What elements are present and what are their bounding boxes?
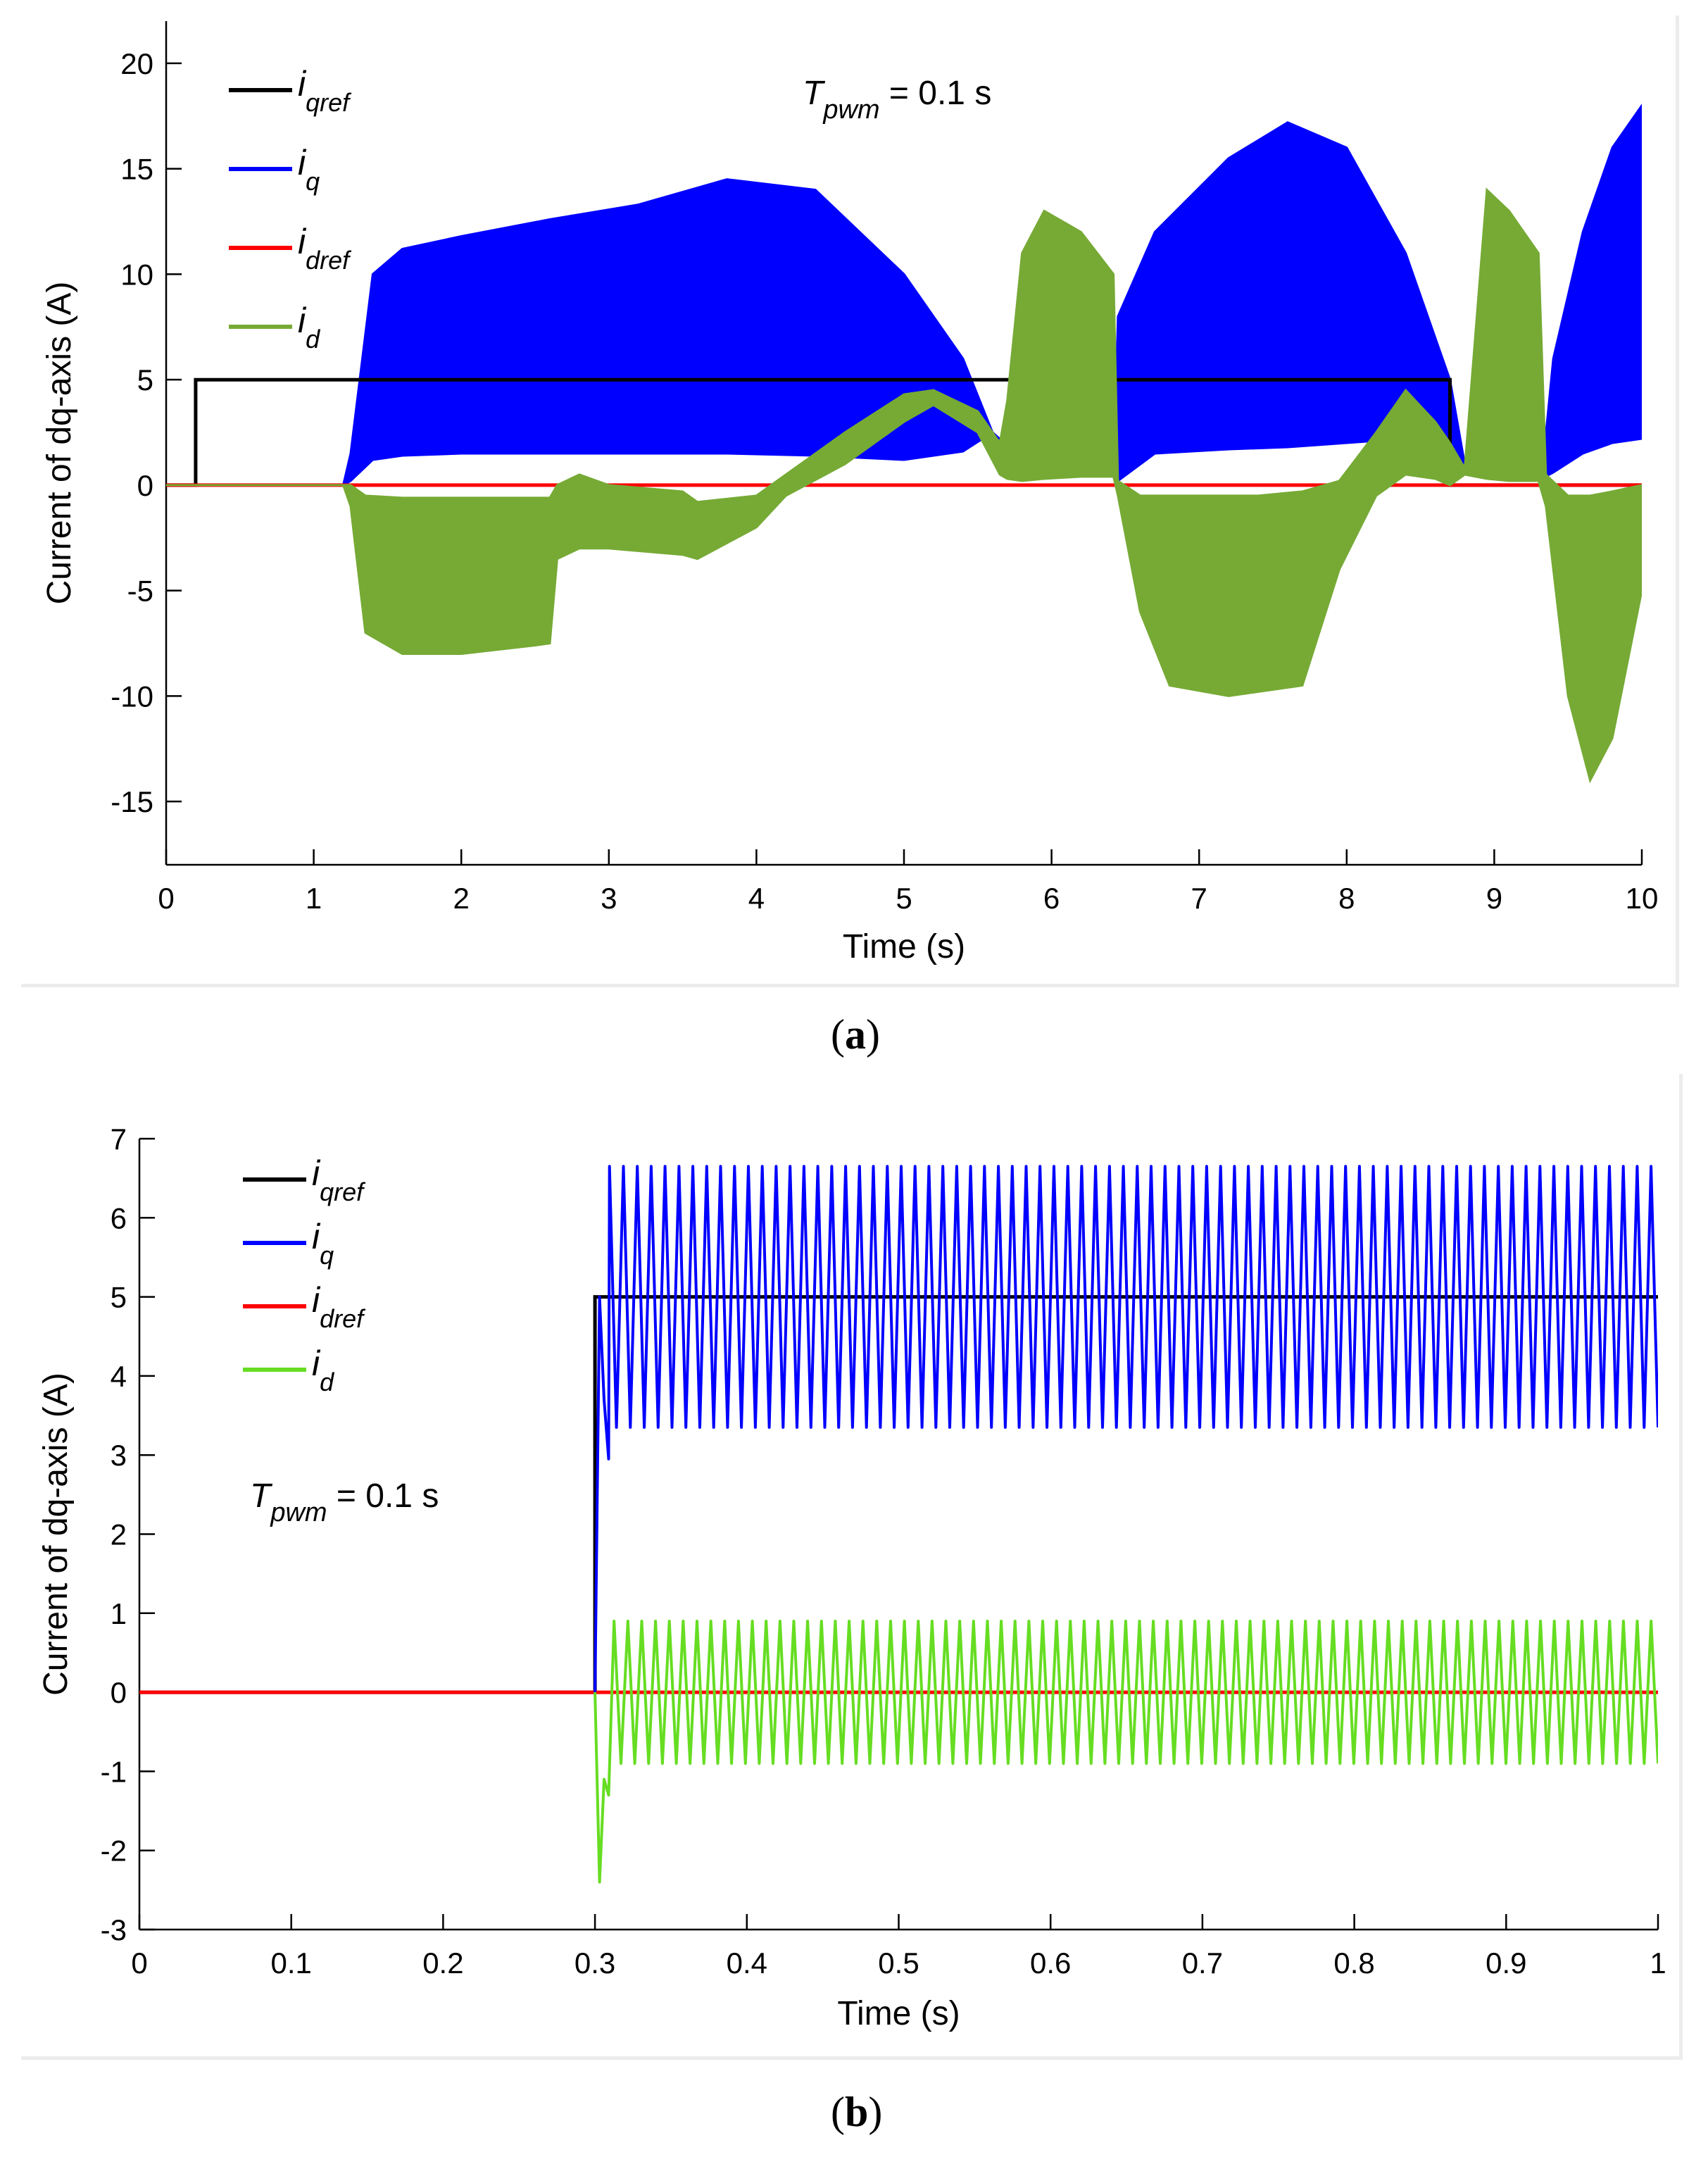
y-tick-label: 20 (120, 47, 153, 80)
y-axis-label: Current of dq-axis (A) (41, 282, 78, 605)
x-tick-label: 0.6 (1030, 1946, 1071, 1980)
x-tick-label: 4 (748, 882, 765, 915)
y-axis-label: Current of dq-axis (A) (37, 1373, 75, 1696)
legend-label-qref: iqref (312, 1153, 366, 1206)
x-tick-label: 3 (601, 882, 617, 915)
y-tick-label: 0 (111, 1676, 127, 1709)
y-tick-label: 4 (111, 1360, 127, 1393)
x-tick-label: 6 (1043, 882, 1060, 915)
x-tick-label: 10 (1626, 882, 1659, 915)
x-axis-label: Time (s) (837, 1995, 960, 2032)
y-tick-label: 10 (120, 258, 153, 291)
y-tick-label: -10 (111, 680, 153, 713)
x-tick-label: 0.3 (574, 1946, 615, 1980)
legend-label-qref: iqref (298, 64, 352, 117)
pwm-period-annotation: Tpwm = 0.1 s (250, 1477, 439, 1527)
legend-label-dref: idref (312, 1280, 366, 1333)
x-tick-label: 0 (158, 882, 174, 915)
x-tick-label: 0.4 (727, 1946, 767, 1980)
chart-a-frame (21, 15, 1679, 987)
y-tick-label: 3 (111, 1439, 127, 1472)
y-tick-label: 5 (137, 363, 153, 396)
y-tick-label: 2 (111, 1518, 127, 1551)
y-tick-label: 1 (111, 1597, 127, 1630)
x-tick-label: 0.9 (1486, 1946, 1526, 1980)
legend-label-dref: idref (298, 222, 352, 275)
legend-label-q: iq (312, 1217, 334, 1270)
x-axis-label: Time (s) (843, 928, 965, 965)
legend-label-d: id (312, 1344, 334, 1396)
x-tick-label: 0.5 (878, 1946, 919, 1980)
plot-area (166, 104, 1642, 784)
y-tick-label: -5 (127, 575, 153, 608)
y-tick-label: -2 (101, 1834, 127, 1868)
series-iq-band (166, 104, 1642, 487)
series-id-line (594, 1620, 1658, 1884)
x-tick-label: 1 (306, 882, 322, 915)
chart-a: 20 15 10 5 0 -5 -10 -15 0 1 2 3 4 5 6 7 8 9 10 Time (s) Curr… (41, 21, 1658, 965)
x-tick-label: 0.7 (1182, 1946, 1223, 1980)
caption-b: (b) (831, 2089, 883, 2135)
x-tick-label: 9 (1486, 882, 1502, 915)
caption-a: (a) (831, 1011, 880, 1058)
x-tick-label: 1 (1650, 1946, 1666, 1980)
pwm-period-annotation: Tpwm = 0.1 s (803, 75, 991, 125)
x-tick-label: 0.2 (422, 1946, 463, 1980)
x-tick-label: 5 (896, 882, 912, 915)
y-tick-label: 15 (120, 153, 153, 186)
x-tick-label: 0.8 (1333, 1946, 1374, 1980)
chart-b-frame (21, 1074, 1683, 2060)
y-tick-label: 5 (111, 1281, 127, 1314)
y-tick-label: 0 (137, 469, 153, 502)
series-iq-line (594, 1165, 1658, 1693)
x-tick-label: 0.1 (271, 1946, 312, 1980)
y-tick-label: -3 (101, 1913, 127, 1946)
legend-label-q: iq (298, 143, 320, 196)
x-tick-label: 0 (131, 1946, 147, 1980)
y-tick-label: -15 (111, 785, 153, 818)
plot-area (139, 1165, 1658, 1884)
x-tick-label: 8 (1338, 882, 1355, 915)
y-tick-label: 6 (111, 1201, 127, 1234)
x-tick-label: 7 (1191, 882, 1207, 915)
series-id-band (166, 187, 1642, 784)
x-tick-label: 2 (453, 882, 470, 915)
legend-label-d: id (298, 301, 320, 354)
y-tick-label: 7 (111, 1123, 127, 1156)
y-tick-label: -1 (101, 1755, 127, 1788)
